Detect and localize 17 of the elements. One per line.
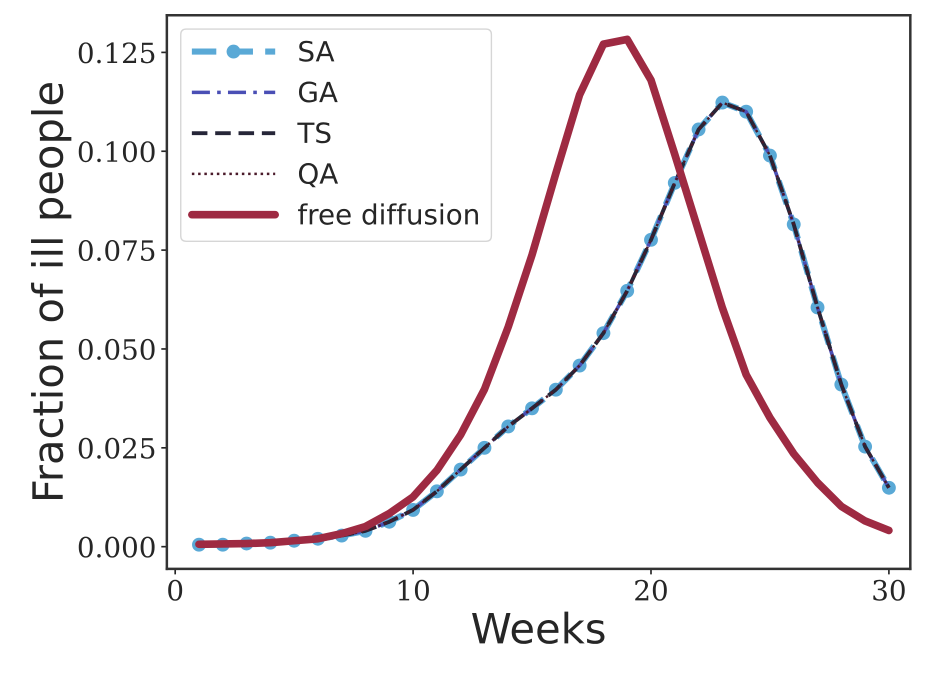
legend-label: QA [298,163,338,188]
x-tick-label: 10 [398,580,429,601]
legend-label: free diffusion [298,203,478,225]
legend-label: GA [298,81,338,102]
x-tick-label: 30 [873,580,905,601]
legend-label: SA [299,40,334,62]
y-tick-label: 0.025 [78,438,154,459]
legend-label: TS [297,122,330,144]
y-tick-label: 0.100 [78,141,155,162]
y-tick-label: 0.075 [78,240,154,262]
y-tick-label: 0.000 [78,536,155,558]
x-axis-title: Weeks [472,612,604,644]
y-tick-label: 0.050 [78,338,155,360]
x-tick-label: 0 [168,580,182,601]
x-tick-label: 20 [635,580,667,601]
y-axis-title: Fraction of ill people [31,83,72,500]
y-tick-label: 0.125 [78,42,154,64]
